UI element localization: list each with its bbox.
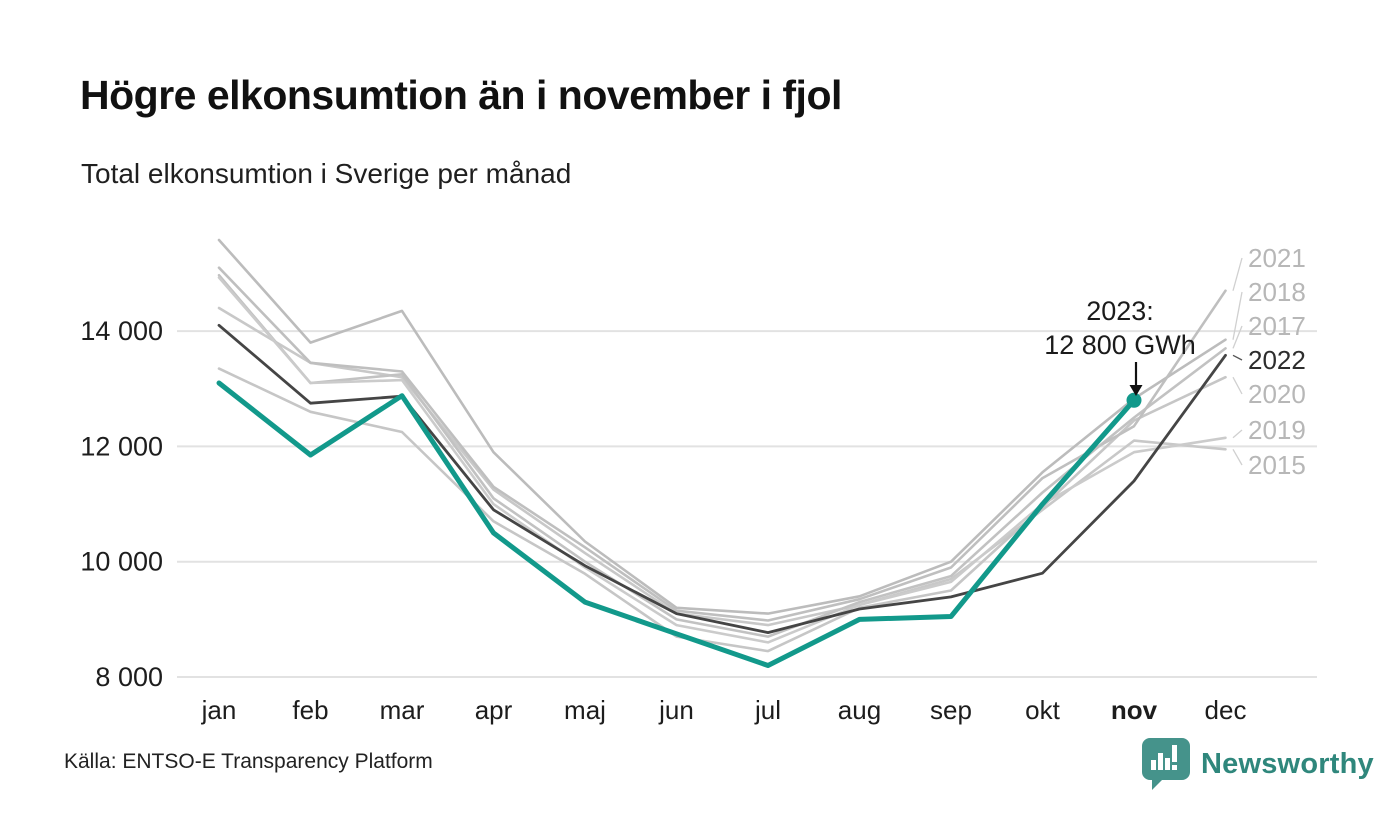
chart-subtitle: Total elkonsumtion i Sverige per månad <box>81 158 572 189</box>
year-label-2019: 2019 <box>1248 415 1306 445</box>
y-axis-tick-label: 14 000 <box>80 316 163 346</box>
year-label-2018: 2018 <box>1248 277 1306 307</box>
bar-medium <box>1165 758 1170 770</box>
x-axis-month-label: apr <box>475 695 513 725</box>
year-label-leader <box>1232 448 1243 466</box>
x-axis-month-label: okt <box>1025 695 1060 725</box>
year-label-2021: 2021 <box>1248 243 1306 273</box>
bar-tall <box>1158 753 1163 770</box>
series-line-2017 <box>217 273 1227 638</box>
year-label-leader <box>1232 291 1243 340</box>
value-annotation: 2023: 12 800 GWh <box>1015 294 1225 362</box>
year-label-leader <box>1232 376 1243 395</box>
x-axis-month-label: feb <box>292 695 328 725</box>
exclamation-bar <box>1172 745 1177 762</box>
newsworthy-logo: Newsworthy <box>1140 736 1374 792</box>
series-line-2019 <box>217 276 1227 644</box>
year-label-leader <box>1232 325 1243 349</box>
annotation-year: 2023: <box>1086 296 1154 326</box>
year-label-2022: 2022 <box>1248 345 1306 375</box>
bar-short <box>1151 760 1156 770</box>
y-axis-tick-label: 10 000 <box>80 547 163 577</box>
annotation-arrow-head <box>1129 385 1143 396</box>
year-label-leader <box>1232 429 1243 439</box>
current-value-dot <box>1126 392 1142 408</box>
x-axis-month-label: mar <box>380 695 425 725</box>
series-line-2018 <box>217 238 1227 615</box>
x-axis-month-label: nov <box>1111 695 1158 725</box>
y-axis-tick-label: 12 000 <box>80 431 163 461</box>
year-label-2017: 2017 <box>1248 311 1306 341</box>
x-axis-month-label: sep <box>930 695 972 725</box>
logo-text: Newsworthy <box>1201 747 1374 780</box>
series-line-2020 <box>217 367 1227 653</box>
x-axis-month-label: aug <box>838 695 881 725</box>
x-axis-month-label: dec <box>1205 695 1247 725</box>
y-axis-tick-label: 8 000 <box>95 662 163 692</box>
bar-chart-speech-bubble-icon <box>1142 738 1190 790</box>
year-label-leader <box>1232 354 1243 361</box>
x-axis-month-label: maj <box>564 695 606 725</box>
exclamation-dot <box>1172 765 1177 770</box>
year-label-2015: 2015 <box>1248 450 1306 480</box>
x-axis-month-label: jan <box>201 695 237 725</box>
series-line-2023 <box>216 380 1137 668</box>
year-label-2020: 2020 <box>1248 379 1306 409</box>
page-title: Högre elkonsumtion än i november i fjol <box>80 72 842 118</box>
x-axis-month-label: jul <box>754 695 781 725</box>
annotation-value: 12 800 GWh <box>1044 330 1196 360</box>
x-axis-month-label: jun <box>658 695 694 725</box>
year-label-leader <box>1232 257 1243 291</box>
series-line-2022 <box>217 323 1227 634</box>
source-note: Källa: ENTSO-E Transparency Platform <box>64 750 433 773</box>
series-line-2021 <box>217 266 1227 622</box>
